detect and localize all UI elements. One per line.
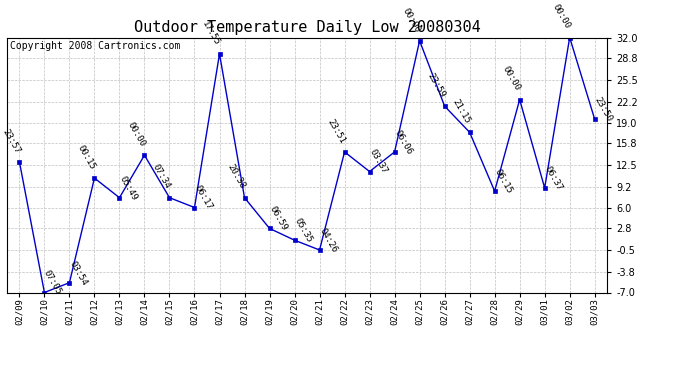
Text: 00:00: 00:00 [401,6,422,34]
Text: 06:37: 06:37 [542,164,564,192]
Text: 23:59: 23:59 [426,71,447,99]
Text: 05:49: 05:49 [117,174,139,202]
Title: Outdoor Temperature Daily Low 20080304: Outdoor Temperature Daily Low 20080304 [134,20,480,35]
Text: 00:15: 00:15 [75,143,97,171]
Text: Copyright 2008 Cartronics.com: Copyright 2008 Cartronics.com [10,41,180,51]
Text: 06:15: 06:15 [493,168,513,195]
Text: 21:15: 21:15 [451,98,472,125]
Text: 06:17: 06:17 [193,184,213,211]
Text: 23:51: 23:51 [326,117,347,145]
Text: 20:38: 20:38 [226,163,247,191]
Text: 03:37: 03:37 [367,148,388,176]
Text: 06:06: 06:06 [393,128,413,156]
Text: 23:50: 23:50 [593,96,613,123]
Text: 07:34: 07:34 [150,163,172,191]
Text: 04:26: 04:26 [317,226,339,254]
Text: 06:59: 06:59 [267,205,288,232]
Text: 00:00: 00:00 [501,65,522,93]
Text: 03:54: 03:54 [67,259,88,287]
Text: 00:00: 00:00 [126,120,147,148]
Text: 17:55: 17:55 [201,19,221,47]
Text: 00:00: 00:00 [551,3,572,30]
Text: 07:05: 07:05 [42,269,63,297]
Text: 23:57: 23:57 [1,127,21,155]
Text: 05:35: 05:35 [293,217,313,244]
